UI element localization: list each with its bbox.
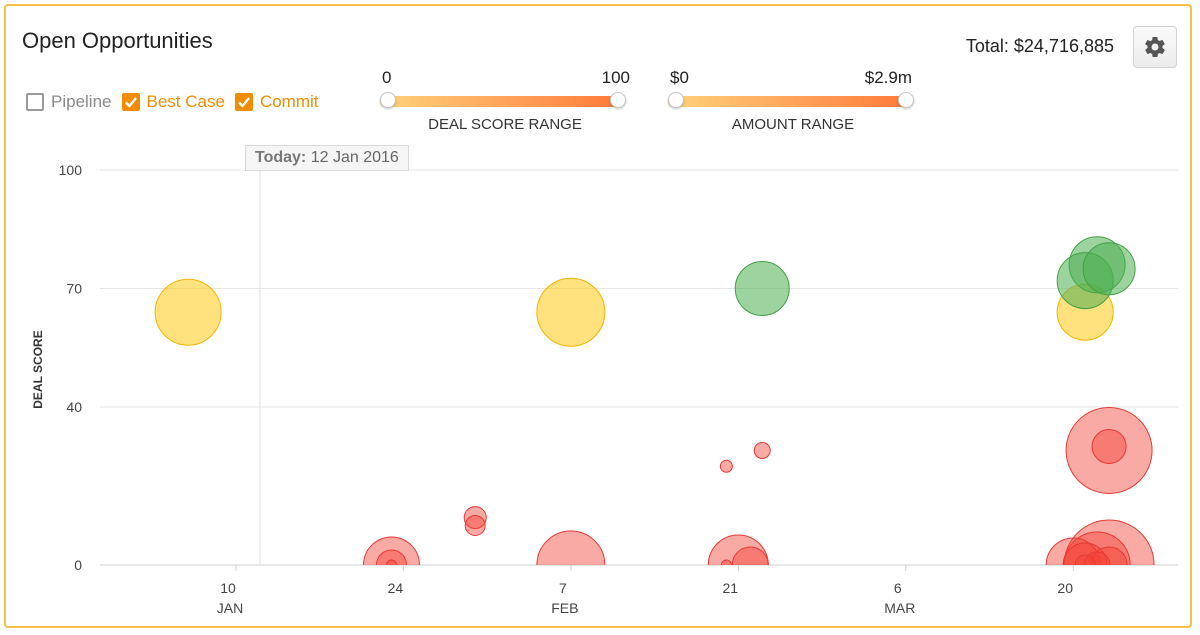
x-tick-label: 10 [220,580,236,596]
y-tick-label: 100 [59,162,83,178]
x-tick-label: 21 [723,580,739,596]
settings-button[interactable] [1133,26,1177,68]
opportunity-bubble-pipeline[interactable] [1091,429,1127,464]
deal-score-max-label: 100 [601,68,630,87]
deal-score-range-title: DEAL SCORE RANGE [428,116,582,133]
deal-score-min-label: 0 [382,68,392,87]
deal-score-range-slider: 0 100 DEAL SCORE RANGE [380,68,630,138]
today-prefix: Today: [255,149,307,166]
filter-pipeline[interactable]: Pipeline [26,92,112,112]
opportunity-bubble-pipeline[interactable] [464,515,486,536]
deal-score-max-handle[interactable] [610,92,626,108]
bubbles-layer [154,236,1155,610]
opportunity-bubble-pipeline[interactable] [731,546,769,583]
opportunity-bubble-pipeline[interactable] [1063,531,1131,598]
stage-filters: Pipeline Best Case Commit [26,92,329,112]
opportunity-bubble-commit[interactable] [1082,242,1136,296]
amount-range-title: AMOUNT RANGE [731,116,855,133]
y-tick-label: 0 [74,557,82,573]
x-tick-label: 24 [388,580,404,596]
opportunity-bubble-pipeline[interactable] [385,559,397,570]
amount-track[interactable] [668,96,908,107]
opportunity-bubble-pipeline[interactable] [707,534,769,595]
opportunity-bubble-best-case[interactable] [536,277,606,347]
opportunity-bubble-pipeline[interactable] [1083,551,1111,578]
deal-score-track[interactable] [380,96,620,107]
checkbox-checked-icon[interactable] [234,93,253,111]
today-marker-label: Today: 12 Jan 2016 [245,145,409,171]
amount-range-slider: $0 $2.9m AMOUNT RANGE [668,68,916,138]
opportunity-bubble-pipeline[interactable] [536,530,606,599]
opportunity-bubble-pipeline[interactable] [375,549,407,580]
opportunity-bubble-pipeline[interactable] [1074,554,1096,575]
x-tick-month-label: MAR [884,600,915,616]
filter-commit-label: Commit [259,92,319,111]
total-amount: Total: $24,716,885 [965,36,1114,56]
opportunity-bubble-pipeline[interactable] [1062,542,1108,587]
y-tick-label: 40 [66,399,82,415]
amount-min-handle[interactable] [668,92,684,108]
opportunity-bubble-pipeline[interactable] [720,559,732,570]
opportunity-bubble-pipeline[interactable] [1065,406,1153,494]
opportunity-bubble-pipeline[interactable] [1045,537,1101,592]
filter-best-case[interactable]: Best Case [121,92,225,112]
amount-max-label: $2.9m [864,68,912,87]
opportunity-bubble-pipeline[interactable] [463,506,487,530]
x-tick-label: 7 [559,580,567,596]
x-tick-label: 6 [894,580,902,596]
checkbox-checked-icon[interactable] [121,93,140,111]
opportunity-bubble-pipeline[interactable] [753,441,771,459]
filter-best-case-label: Best Case [146,92,225,111]
opportunity-bubble-commit[interactable] [734,261,790,316]
filter-pipeline-label: Pipeline [51,92,112,111]
amount-max-handle[interactable] [898,92,914,108]
opportunity-bubble-pipeline[interactable] [362,536,420,593]
amount-min-label: $0 [670,68,689,87]
opportunity-bubble-best-case[interactable] [154,278,222,346]
today-date: 12 Jan 2016 [310,149,399,166]
x-tick-month-label: FEB [551,600,578,616]
checkbox-unchecked-icon[interactable] [26,93,44,111]
opportunity-bubble-pipeline[interactable] [719,459,733,473]
gear-icon [1145,36,1165,58]
opportunity-bubble-pipeline[interactable] [1063,519,1155,610]
x-tick-label: 20 [1057,580,1073,596]
panel-title: Open Opportunities [22,28,213,53]
y-tick-label: 70 [66,281,82,297]
deal-score-min-handle[interactable] [380,92,396,108]
x-tick-month-label: JAN [217,600,243,616]
y-axis-label: DEAL SCORE [31,330,45,408]
opportunity-bubble-pipeline[interactable] [1090,546,1128,583]
filter-commit[interactable]: Commit [234,92,319,112]
